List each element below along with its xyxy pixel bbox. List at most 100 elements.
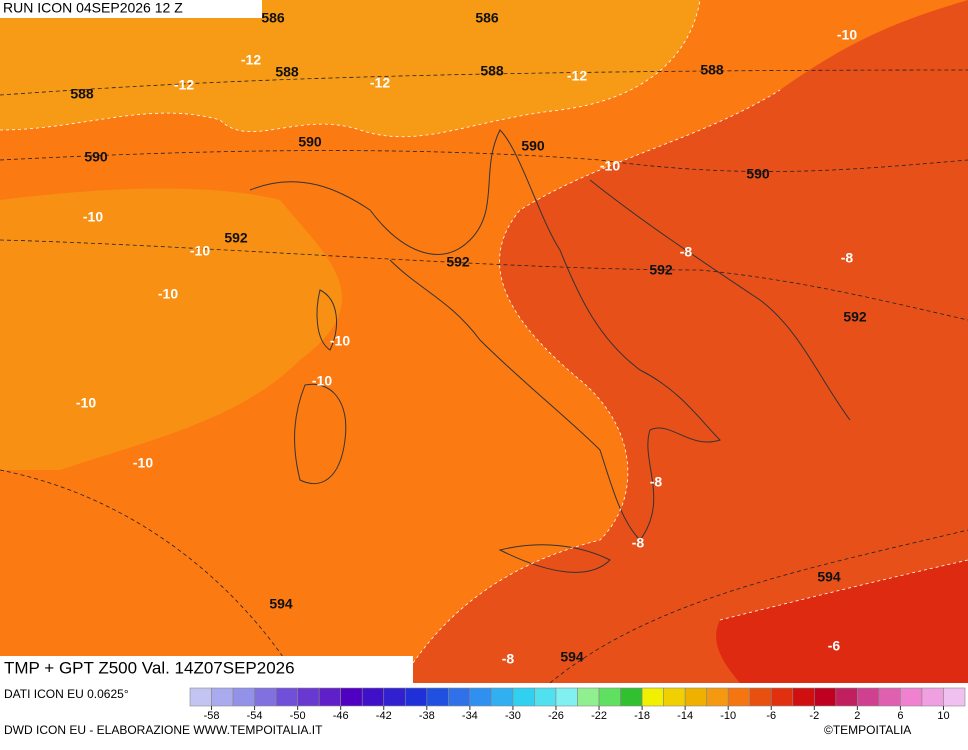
- map: 586 586 588 588 588 588 590 590 590 590 592 592 592 5…: [0, 0, 968, 684]
- geopotential-label: 586: [475, 10, 499, 26]
- geopotential-label: 592: [446, 254, 470, 270]
- temperature-label: -10: [76, 395, 96, 411]
- colorbar-tick-label: -50: [290, 710, 306, 722]
- temperature-label: -12: [567, 68, 587, 84]
- temperature-label: -12: [241, 52, 261, 68]
- colorbar-swatch: [275, 687, 298, 707]
- colorbar-swatch: [512, 687, 535, 707]
- colorbar-tick-label: -46: [333, 710, 349, 722]
- run-title: RUN ICON 04SEP2026 12 Z: [3, 0, 183, 16]
- colorbar-swatch: [577, 687, 600, 707]
- colorbar-tick-label: -38: [419, 710, 435, 722]
- brand: ©TEMPOITALIA: [824, 723, 911, 737]
- colorbar-swatch: [921, 687, 944, 707]
- colorbar-swatch: [211, 687, 234, 707]
- geopotential-label: 590: [746, 166, 770, 182]
- colorbar-swatch: [663, 687, 686, 707]
- temperature-label: -10: [133, 455, 153, 471]
- colorbar-tick-label: 2: [854, 710, 860, 722]
- temperature-label: -12: [174, 77, 194, 93]
- colorbar-tick-label: -58: [204, 710, 220, 722]
- colorbar-tick-label: -30: [505, 710, 521, 722]
- colorbar-swatch: [555, 687, 578, 707]
- colorbar-swatch: [491, 687, 514, 707]
- colorbar-swatch: [727, 687, 751, 707]
- colorbar-tick-label: 6: [897, 710, 903, 722]
- colorbar-swatch: [598, 687, 621, 707]
- colorbar-swatch: [641, 687, 664, 707]
- colorbar-swatch: [620, 687, 643, 707]
- geopotential-label: 588: [700, 62, 724, 78]
- geopotential-label: 590: [521, 138, 545, 154]
- geopotential-label: 588: [480, 63, 504, 79]
- geopotential-label: 594: [560, 649, 584, 665]
- colorbar-swatch: [297, 687, 320, 707]
- colorbar-swatch: [469, 687, 492, 707]
- colorbar-swatch: [340, 687, 363, 707]
- colorbar-tick-label: -26: [548, 710, 564, 722]
- colorbar-swatch: [684, 687, 707, 707]
- colorbar-swatch: [383, 687, 406, 707]
- colorbar-tick-label: -54: [247, 710, 263, 722]
- contour-labels: 586 586 588 588 588 588 590 590 590 590 592 592 592 5…: [70, 10, 867, 667]
- colorbar-tick-label: -6: [766, 710, 776, 722]
- source: DATI ICON EU 0.0625°: [4, 687, 129, 701]
- colorbar-tick-label: -18: [634, 710, 650, 722]
- geopotential-label: 590: [298, 134, 322, 150]
- temperature-label: -10: [83, 209, 103, 225]
- temp-field: [0, 0, 700, 137]
- colorbar-swatch: [404, 687, 428, 707]
- colorbar-swatch: [792, 687, 815, 707]
- temperature-label: -10: [837, 27, 857, 43]
- colorbar: -58 -54 -50 -46 -42 -38 -34 -30 -26 -22 -18 -14 -10-…: [189, 687, 966, 722]
- temperature-label: -8: [632, 535, 645, 551]
- colorbar-swatch: [814, 687, 837, 707]
- coastline: [249, 129, 851, 573]
- colorbar-swatch: [232, 687, 255, 707]
- credit: DWD ICON EU - ELABORAZIONE WWW.TEMPOITAL…: [4, 723, 323, 737]
- colorbar-swatch: [900, 687, 923, 707]
- geopotential-label: 594: [269, 596, 293, 612]
- colorbar-swatch: [254, 687, 277, 707]
- colorbar-swatch: [189, 687, 212, 707]
- temperature-label: -8: [680, 244, 693, 260]
- colorbar-swatch: [318, 687, 341, 707]
- geopotential-label: 594: [817, 569, 841, 585]
- colorbar-swatch: [361, 687, 385, 707]
- temperature-label: -8: [502, 651, 515, 667]
- colorbar-swatch: [943, 687, 966, 707]
- colorbar-swatch: [426, 687, 449, 707]
- temperature-label: -6: [828, 638, 841, 654]
- colorbar-tick-label: 10: [937, 710, 949, 722]
- colorbar-tick-label: -42: [376, 710, 392, 722]
- temp-field: [716, 560, 968, 683]
- header-box: [0, 0, 262, 18]
- temperature-label: -8: [650, 474, 663, 490]
- temperature-contour: [0, 0, 968, 684]
- temperature-label: -10: [330, 333, 350, 349]
- temp-field: [400, 0, 968, 683]
- geopotential-label: 592: [224, 230, 248, 246]
- colorbar-swatch: [534, 687, 557, 707]
- geopotential-label: 592: [843, 309, 867, 325]
- colorbar-tick-label: -2: [809, 710, 819, 722]
- colorbar-tick-label: -14: [677, 710, 693, 722]
- temperature-label: -10: [600, 158, 620, 174]
- colorbar-swatch: [878, 687, 901, 707]
- geopotential-contour: [0, 69, 968, 684]
- colorbar-swatch: [857, 687, 880, 707]
- geopotential-label: 588: [275, 64, 299, 80]
- field-title: TMP + GPT Z500 Val. 14Z07SEP2026: [4, 658, 295, 677]
- temperature-label: -10: [158, 286, 178, 302]
- temperature-label: -10: [190, 243, 210, 259]
- temperature-label: -12: [370, 75, 390, 91]
- colorbar-swatch: [770, 687, 794, 707]
- footer-box: [0, 656, 413, 683]
- colorbar-swatch: [448, 687, 471, 707]
- geopotential-label: 592: [649, 262, 673, 278]
- temperature-label: -8: [841, 250, 854, 266]
- geopotential-label: 590: [84, 149, 108, 165]
- colorbar-tick-label: -10: [720, 710, 736, 722]
